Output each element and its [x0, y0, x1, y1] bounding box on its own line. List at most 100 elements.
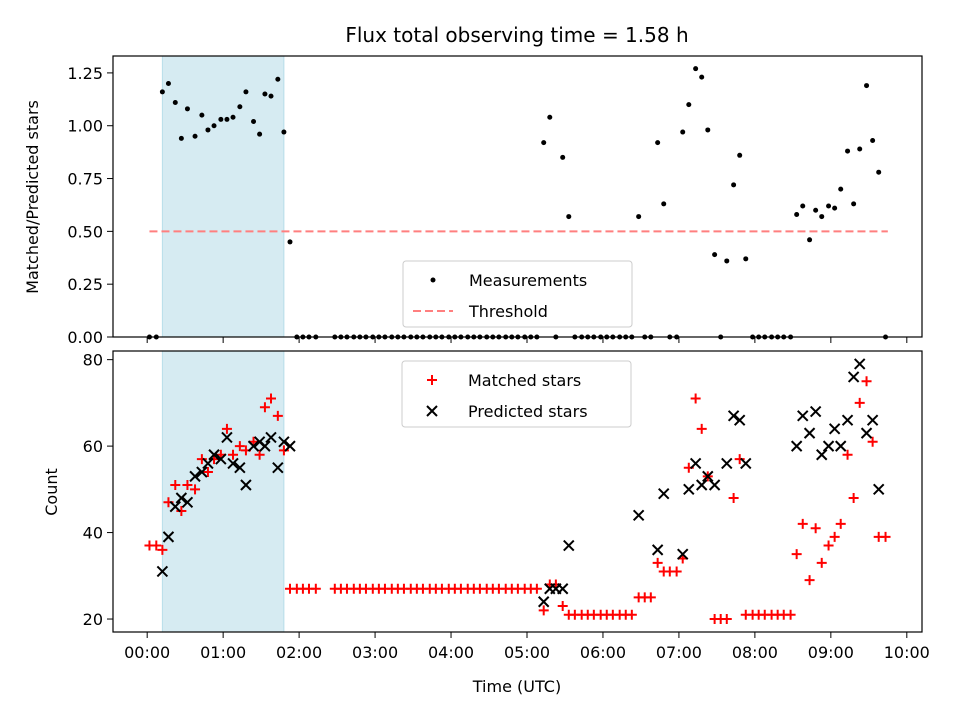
- matched-star-point: [157, 544, 168, 555]
- matched-star-point: [854, 397, 865, 408]
- matched-star-point: [278, 445, 289, 456]
- measurement-point: [251, 118, 257, 124]
- measurement-point: [864, 83, 870, 89]
- predicted-star-point: [790, 440, 803, 452]
- matched-star-point: [538, 605, 549, 616]
- legend-marker: [430, 277, 436, 283]
- x-tick-label: 00:00: [124, 643, 170, 662]
- predicted-star-point: [162, 531, 175, 543]
- matched-star-point: [797, 518, 808, 529]
- measurement-point: [724, 258, 730, 264]
- measurement-point: [560, 154, 566, 160]
- top-panel: 0.00 0.25 0.50 0.75 1.00 1.25 Measurements Thre…: [67, 55, 923, 347]
- bottom-y-tick-label: 80: [83, 351, 103, 370]
- predicted-star-point: [809, 405, 822, 418]
- measurement-point: [184, 106, 190, 112]
- predicted-star-point: [816, 449, 828, 461]
- measurement-point: [159, 89, 165, 95]
- predicted-star-point: [208, 449, 220, 461]
- measurement-point: [178, 135, 184, 141]
- matched-star-point: [557, 601, 568, 612]
- top-y-tick-label: 0.50: [67, 222, 103, 241]
- x-tick-label: 02:00: [276, 643, 322, 662]
- measurement-point: [743, 256, 749, 262]
- measurement-point: [547, 114, 553, 120]
- bottom-y-axis-label: Count: [42, 468, 61, 516]
- bottom-panel: 20 40 60 80 00:00 01:00 02:00 03:00 04:00 05:00 06…: [83, 350, 930, 662]
- measurement-point: [661, 201, 667, 207]
- matched-star-point: [671, 566, 682, 577]
- predicted-star-point: [822, 440, 835, 452]
- matched-star-point: [151, 540, 162, 551]
- matched-star-point: [170, 480, 181, 491]
- measurement-point: [243, 89, 249, 95]
- matched-star-point: [310, 583, 321, 594]
- x-axis-label: Time (UTC): [472, 677, 561, 696]
- measurement-point: [857, 146, 863, 152]
- matched-star-point: [645, 592, 656, 603]
- matched-star-point: [734, 454, 745, 465]
- predicted-star-point: [651, 544, 664, 556]
- matched-star-point: [272, 410, 283, 421]
- legend-frame: [402, 260, 633, 328]
- predicted-star-point: [721, 457, 733, 470]
- x-tick-label: 04:00: [428, 643, 474, 662]
- measurement-point: [275, 76, 281, 82]
- matched-star-point: [861, 376, 872, 387]
- matched-star-point: [728, 492, 739, 503]
- predicted-star-point: [828, 423, 841, 435]
- legend-label: Matched stars: [468, 371, 581, 390]
- bottom-y-tick-label: 40: [83, 524, 103, 543]
- measurement-point: [819, 214, 825, 220]
- matched-star-point: [829, 531, 840, 542]
- measurement-point: [800, 203, 806, 209]
- x-tick-label: 07:00: [656, 643, 702, 662]
- bottom-y-tick-label: 20: [83, 610, 103, 629]
- measurement-point: [712, 252, 718, 258]
- top-y-tick-label: 0.25: [67, 275, 103, 294]
- measurement-point: [172, 99, 178, 105]
- predicted-star-point: [175, 492, 188, 504]
- predicted-star-point: [797, 410, 809, 422]
- measurement-point: [737, 152, 743, 158]
- matched-star-point: [254, 449, 265, 460]
- measurement-point: [686, 102, 692, 108]
- measurement-point: [237, 104, 243, 110]
- predicted-star-point: [702, 470, 714, 483]
- predicted-star-point: [835, 440, 847, 452]
- measurement-point: [851, 201, 857, 207]
- predicted-star-point: [196, 466, 208, 478]
- measurement-point: [636, 214, 642, 220]
- measurement-point: [268, 93, 274, 99]
- measurement-point: [845, 148, 851, 154]
- x-tick-label: 09:00: [808, 643, 854, 662]
- top-y-tick-label: 1.25: [67, 64, 103, 83]
- legend-marker: [427, 375, 437, 385]
- matched-star-point: [176, 505, 187, 516]
- predicted-star-point: [265, 431, 277, 444]
- bottom-axes-frame: [112, 350, 923, 633]
- chart-title: Flux total observing time = 1.58 h: [345, 23, 688, 47]
- predicted-star-point: [854, 358, 866, 370]
- matched-star-point: [823, 540, 834, 551]
- predicted-star-point: [872, 483, 885, 496]
- bottom-observing-span: [161, 350, 285, 633]
- measurement-point: [655, 140, 661, 146]
- predicted-star-point: [189, 470, 201, 483]
- measurement-point: [211, 123, 217, 129]
- predicted-star-point: [215, 453, 227, 465]
- predicted-star-point: [278, 436, 290, 448]
- x-tick-label: 03:00: [352, 643, 398, 662]
- predicted-star-point: [866, 414, 879, 426]
- matched-star-point: [791, 549, 802, 560]
- matched-star-point: [842, 449, 853, 460]
- predicted-star-point: [247, 440, 260, 452]
- predicted-star-point: [658, 487, 670, 500]
- measurement-point: [224, 116, 230, 122]
- measurement-point: [693, 66, 699, 72]
- predicted-star-point: [696, 479, 708, 491]
- predicted-star-point: [860, 427, 873, 439]
- measurement-point: [192, 133, 198, 139]
- top-observing-span: [161, 55, 285, 338]
- top-legend: Measurements Threshold: [402, 260, 633, 328]
